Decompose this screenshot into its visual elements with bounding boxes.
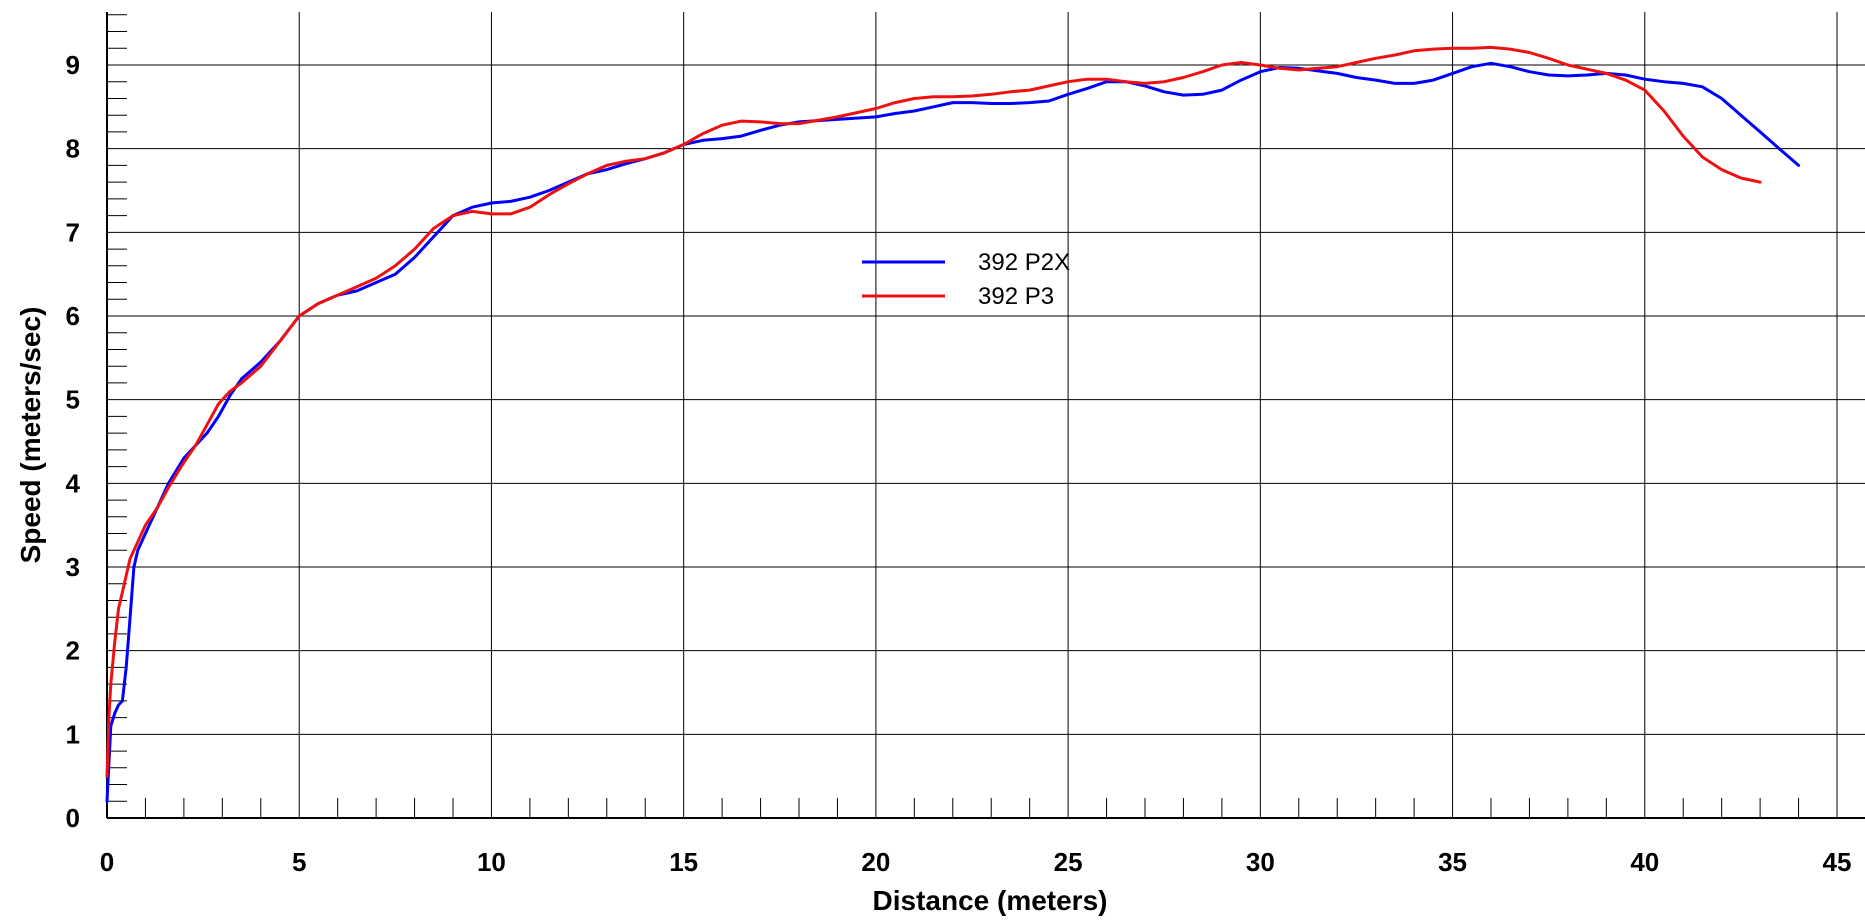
legend-label: 392 P2X [978, 249, 1070, 276]
x-tick-label: 45 [1823, 847, 1852, 877]
legend-label: 392 P3 [978, 283, 1054, 310]
y-tick-label: 9 [66, 50, 80, 80]
x-tick-label: 5 [292, 847, 306, 877]
x-tick-label: 25 [1054, 847, 1083, 877]
x-tick-label: 30 [1246, 847, 1275, 877]
y-tick-label: 5 [66, 385, 80, 415]
x-tick-label: 35 [1438, 847, 1467, 877]
y-tick-label: 7 [66, 217, 80, 247]
series-layer [105, 45, 1801, 803]
legend: 392 P2X 392 P3 [862, 249, 1070, 310]
x-tick-label: 20 [861, 847, 890, 877]
y-tick-label: 2 [66, 636, 80, 666]
x-axis-title: Distance (meters) [873, 885, 1108, 916]
x-tick-label: 15 [669, 847, 698, 877]
axis-layer [106, 12, 1865, 819]
x-tick-label: 0 [100, 847, 114, 877]
y-tick-label: 3 [66, 552, 80, 582]
series-line-2 [105, 45, 1762, 778]
y-tick-label: 4 [66, 468, 81, 498]
minor-tick-layer [107, 14, 1800, 818]
y-tick-label: 1 [66, 719, 80, 749]
x-tick-label: 40 [1630, 847, 1659, 877]
grid-layer [107, 12, 1865, 818]
y-tick-label: 0 [66, 803, 80, 833]
y-tick-label: 6 [66, 301, 80, 331]
y-axis-title: Speed (meters/sec) [15, 307, 46, 564]
x-tick-label: 10 [477, 847, 506, 877]
series-line-1 [105, 61, 1801, 803]
y-tick-label: 8 [66, 134, 80, 164]
